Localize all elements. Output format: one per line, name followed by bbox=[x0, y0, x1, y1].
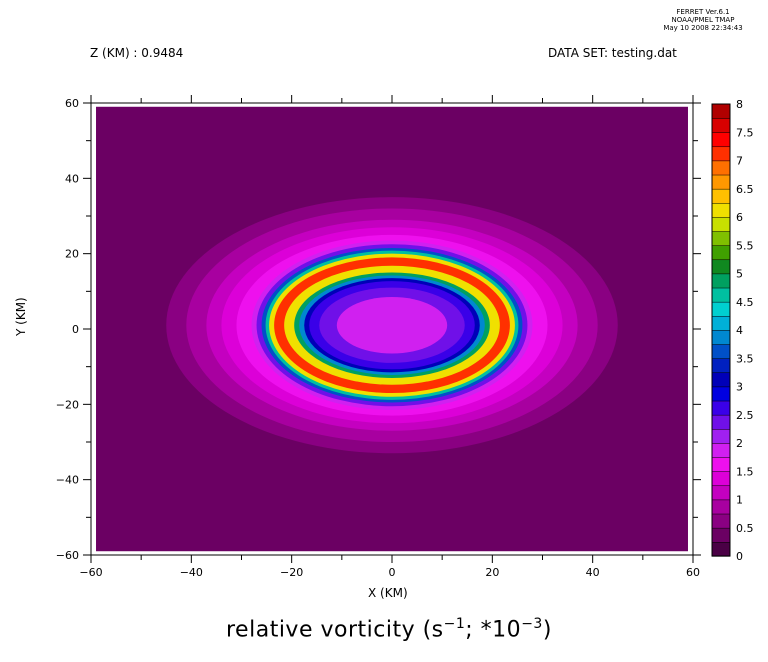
ferret-organization: NOAA/PMEL TMAP bbox=[671, 16, 735, 24]
y-tick-label: −40 bbox=[56, 474, 79, 487]
chart-title: relative vorticity (s−1; *10−3) bbox=[226, 616, 552, 642]
y-tick-label: 20 bbox=[65, 248, 79, 261]
title-mid: ; *10 bbox=[465, 617, 522, 643]
ferret-stamp: FERRET Ver.6.1 NOAA/PMEL TMAP May 10 200… bbox=[648, 8, 758, 32]
x-tick-label: −40 bbox=[180, 566, 203, 579]
field-layer bbox=[96, 106, 688, 552]
y-axis-label: Y (KM) bbox=[14, 297, 28, 336]
dataset-label: DATA SET: testing.dat bbox=[548, 46, 677, 60]
axes-layer: −60 −40 −20 0 20 40 60 60 40 20 0 −20 −40 −60 bbox=[56, 95, 701, 579]
x-tick-label: 20 bbox=[485, 566, 499, 579]
z-level-label: Z (KM) : 0.9484 bbox=[90, 46, 184, 60]
x-axis-label: X (KM) bbox=[368, 586, 408, 600]
title-exponent-1: −1 bbox=[443, 616, 466, 632]
title-exponent-2: −3 bbox=[521, 616, 543, 632]
title-end: ) bbox=[542, 617, 552, 643]
ferret-version: FERRET Ver.6.1 bbox=[676, 8, 730, 16]
ferret-timestamp: May 10 2008 22:34:43 bbox=[663, 24, 743, 32]
contour-band bbox=[336, 296, 448, 354]
y-tick-label: 0 bbox=[72, 323, 79, 336]
y-tick-label: −60 bbox=[56, 549, 79, 562]
y-tick-label: 60 bbox=[65, 97, 79, 110]
x-tick-label: 40 bbox=[586, 566, 600, 579]
x-tick-label: 60 bbox=[686, 566, 700, 579]
x-tick-label: 0 bbox=[389, 566, 396, 579]
y-tick-label: 40 bbox=[65, 172, 79, 185]
x-tick-label: −20 bbox=[280, 566, 303, 579]
x-tick-label: −60 bbox=[79, 566, 102, 579]
y-tick-label: −20 bbox=[56, 398, 79, 411]
title-main: relative vorticity (s bbox=[226, 617, 444, 643]
